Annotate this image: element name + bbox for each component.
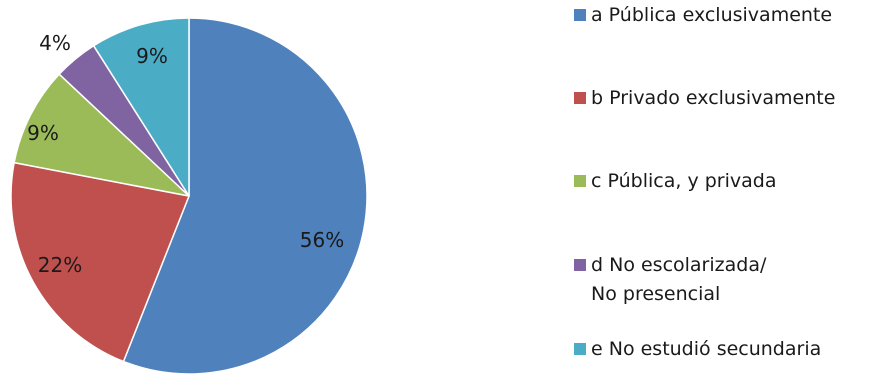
- legend-swatch-a: [574, 9, 586, 21]
- pie-slice-b: [10, 161, 190, 363]
- chart-legend: a Pública exclusivamente b Privado exclu…: [574, 0, 887, 375]
- pie-chart: 56% 22% 9% 4% 9%: [10, 17, 368, 375]
- pie-slice-a: [122, 17, 368, 375]
- legend-item-b: b Privado exclusivamente: [574, 84, 835, 113]
- legend-item-e: e No estudió secundaria: [574, 335, 821, 364]
- pie-slice-c: [13, 73, 190, 197]
- legend-swatch-e: [574, 343, 586, 355]
- pie-slices: [10, 17, 368, 375]
- pie-label-e: 9%: [136, 44, 168, 68]
- pie-data-labels: 56% 22% 9% 4% 9%: [27, 31, 344, 277]
- legend-label-d: d No escolarizada/ No presencial: [591, 254, 767, 305]
- legend-label-b: b Privado exclusivamente: [591, 87, 836, 109]
- pie-label-b: 22%: [38, 253, 82, 277]
- legend-swatch-b: [574, 92, 586, 104]
- legend-swatch-d: [574, 259, 586, 271]
- legend-swatch-c: [574, 175, 586, 187]
- legend-label-a: a Pública exclusivamente: [591, 4, 833, 26]
- legend-item-d: d No escolarizada/ No presencial: [574, 251, 766, 309]
- legend-item-a: a Pública exclusivamente: [574, 1, 832, 30]
- pie-label-c: 9%: [27, 121, 59, 145]
- legend-item-c: c Pública, y privada: [574, 167, 776, 196]
- pie-label-a: 56%: [300, 228, 344, 252]
- pie-slice-e: [92, 17, 190, 197]
- legend-label-c: c Pública, y privada: [591, 170, 777, 192]
- pie-label-d: 4%: [39, 31, 71, 55]
- legend-label-e: e No estudió secundaria: [591, 338, 822, 360]
